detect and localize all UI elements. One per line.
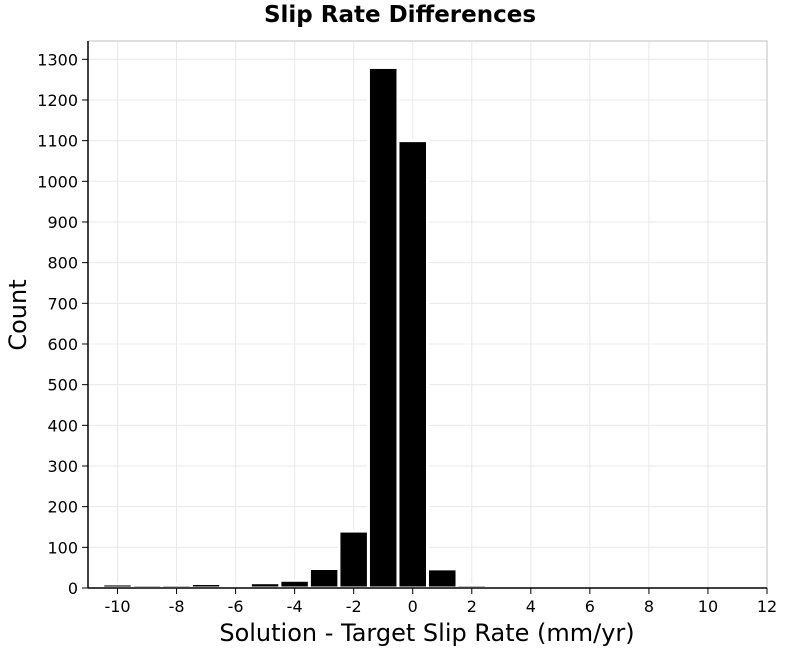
- y-tick-label: 300: [47, 457, 78, 476]
- y-tick-label: 900: [47, 213, 78, 232]
- y-axis-label: Count: [4, 279, 32, 350]
- y-tick-label: 1200: [37, 91, 78, 110]
- x-tick-label: 2: [467, 597, 477, 616]
- tick-labels: 0100200300400500600700800900100011001200…: [37, 50, 777, 616]
- x-tick-label: 12: [757, 597, 777, 616]
- histogram-bar: [426, 567, 459, 590]
- x-tick-label: 10: [698, 597, 718, 616]
- y-tick-label: 400: [47, 416, 78, 435]
- x-tick-label: 6: [585, 597, 595, 616]
- y-tick-label: 0: [68, 579, 78, 598]
- y-tick-label: 1300: [37, 50, 78, 69]
- y-tick-label: 600: [47, 335, 78, 354]
- histogram-bar: [248, 581, 282, 590]
- x-tick-label: -8: [169, 597, 185, 616]
- x-tick-label: 0: [408, 597, 418, 616]
- histogram-bar: [396, 139, 430, 590]
- y-tick-label: 1000: [37, 172, 78, 191]
- x-tick-label: -6: [228, 597, 244, 616]
- axes: [82, 41, 768, 594]
- histogram-bar: [337, 529, 370, 590]
- x-axis-label: Solution - Target Slip Rate (mm/yr): [219, 619, 634, 647]
- y-tick-label: 100: [47, 538, 78, 557]
- y-tick-label: 700: [47, 294, 78, 313]
- grid-lines: [88, 41, 768, 589]
- chart-title: Slip Rate Differences: [264, 2, 536, 28]
- histogram-bar: [278, 578, 311, 590]
- x-tick-label: -2: [346, 597, 362, 616]
- y-tick-label: 500: [47, 376, 78, 395]
- x-tick-label: 8: [644, 597, 654, 616]
- histogram-bar: [307, 566, 341, 590]
- x-tick-label: -10: [104, 597, 130, 616]
- y-tick-label: 200: [47, 498, 78, 517]
- y-tick-label: 800: [47, 254, 78, 273]
- x-tick-label: -4: [287, 597, 303, 616]
- bars: [101, 65, 518, 590]
- y-tick-label: 1100: [37, 132, 78, 151]
- x-tick-label: 4: [526, 597, 536, 616]
- histogram-bar: [366, 65, 400, 590]
